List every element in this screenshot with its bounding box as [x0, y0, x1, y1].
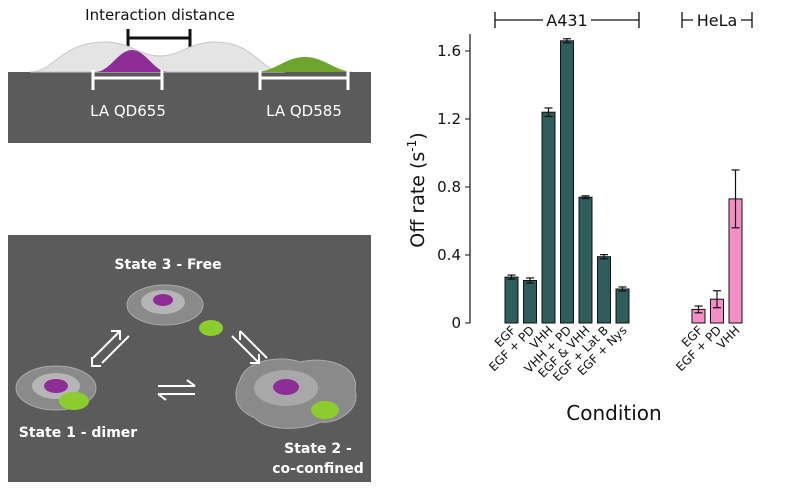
- y-tick-label: 1.2: [437, 110, 461, 128]
- interaction-distance-bracket: [126, 29, 192, 47]
- group-label-bg: [543, 10, 591, 30]
- state3-qd-free: [126, 284, 223, 336]
- state3-label: State 3 - Free: [114, 257, 221, 273]
- bar: [560, 40, 574, 324]
- label-la-qd585: LA QD585: [266, 102, 342, 120]
- bar: [597, 256, 611, 324]
- equilibrium-arrow-1-2: [157, 379, 196, 401]
- state1-qd-dimer: [15, 365, 97, 411]
- state2-label-line2: co-confined: [272, 461, 363, 477]
- bar: [615, 288, 630, 324]
- interaction-distance-label: Interaction distance: [85, 6, 235, 24]
- x-axis-label: Condition: [566, 401, 661, 425]
- group-label-bg: [693, 10, 741, 30]
- state2-label-line1: State 2 -: [284, 441, 352, 457]
- y-tick-label: 0.8: [437, 178, 461, 196]
- qd585-dome: [255, 57, 355, 72]
- bar: [504, 276, 519, 324]
- y-tick-label: 1.6: [437, 42, 461, 60]
- states-diagram: State 3 - Free State 1 - dimer State 2 -…: [8, 235, 371, 482]
- state2-qd-coconfined: [235, 358, 357, 429]
- off-rate-bar-chart: Off rate (s-1) Condition 00.40.81.21.6EG…: [405, 10, 753, 425]
- equilibrium-arrow-1-3: [91, 330, 130, 367]
- qd585-width-bar: [258, 70, 350, 90]
- qd655-dome: [95, 50, 168, 72]
- bar: [523, 280, 537, 324]
- bar: [541, 111, 556, 324]
- membrane-ground: [8, 72, 371, 143]
- label-la-qd655: LA QD655: [90, 102, 166, 120]
- y-tick-label: 0: [451, 314, 461, 332]
- y-tick-label: 0.4: [437, 246, 461, 264]
- qd655-width-bar: [91, 70, 164, 90]
- states-background: [8, 235, 371, 482]
- y-axis-label: Off rate (s-1): [405, 132, 429, 247]
- qd655-halo: [29, 41, 286, 73]
- bar: [578, 196, 593, 324]
- equilibrium-arrow-3-2: [231, 330, 268, 364]
- group-label: HeLa: [697, 11, 738, 30]
- interaction-schematic: Interaction distance LA QD655 LA QD585: [8, 6, 371, 143]
- group-label: A431: [546, 11, 587, 30]
- state1-label: State 1 - dimer: [19, 425, 137, 441]
